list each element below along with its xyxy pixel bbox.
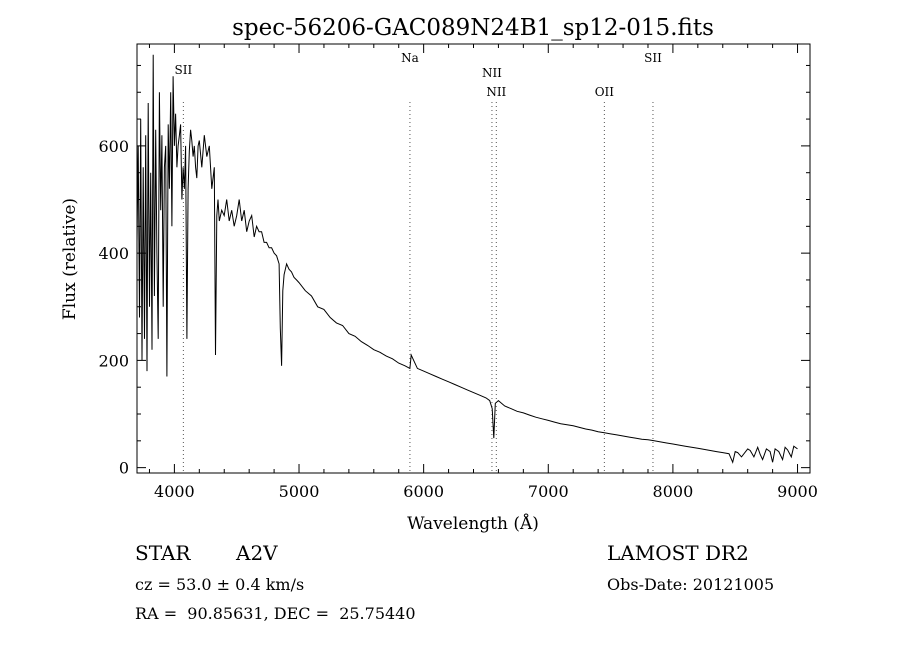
emission-line-markers: SII Na NII NII OII SII [175,51,662,473]
survey-name: LAMOST DR2 [607,541,749,565]
x-tick-label: 9000 [777,482,818,501]
x-tick-label: 5000 [279,482,320,501]
x-axis: 4000 5000 6000 7000 8000 9000 [148,44,818,501]
coordinates-info: RA = 90.85631, DEC = 25.75440 [135,604,416,623]
y-tick-label: 600 [98,137,129,156]
spectral-subclass: A2V [236,541,278,565]
object-class: STAR [135,541,191,565]
y-tick-label: 400 [98,244,129,263]
x-tick-label: 8000 [653,482,694,501]
line-marker-label: NII [486,85,506,99]
x-tick-label: 7000 [528,482,569,501]
y-tick-label: 0 [119,459,129,478]
spectrum-series-line [136,54,798,464]
line-marker-label: SII [644,51,662,65]
x-axis-label: Wavelength (Å) [407,513,539,534]
line-marker-label: SII [175,63,193,77]
line-marker-label: NII [482,66,502,80]
observation-date: Obs-Date: 20121005 [607,575,775,594]
x-tick-label: 4000 [154,482,195,501]
redshift-info: cz = 53.0 ± 0.4 km/s [135,575,305,594]
chart-title: spec-56206-GAC089N24B1_sp12-015.fits [232,15,714,41]
y-axis: 0 200 400 600 [98,64,810,478]
y-axis-label: Flux (relative) [60,198,80,320]
y-tick-label: 200 [98,351,129,370]
plot-frame [136,43,811,474]
line-marker-label: Na [401,51,419,65]
x-tick-label: 6000 [403,482,444,501]
line-marker-label: OII [595,85,615,99]
